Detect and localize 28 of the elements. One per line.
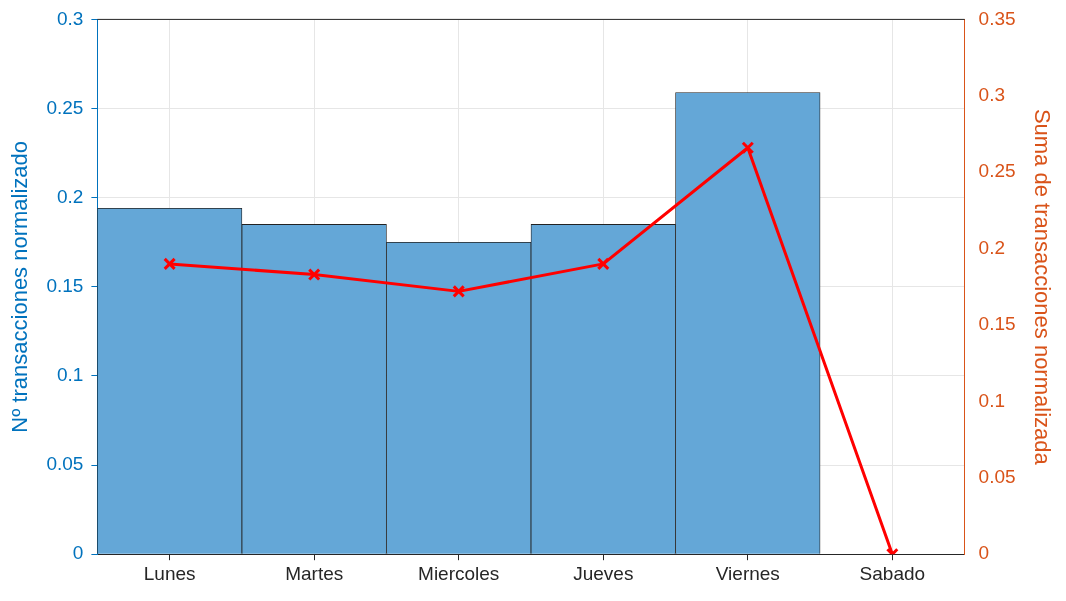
x-tick-label: Viernes (715, 562, 780, 584)
y2-tick-label: 0.25 (978, 160, 1016, 182)
x-tick-label: Jueves (573, 562, 634, 584)
y-tick-label: 0.05 (46, 453, 84, 475)
y-tick-label: 0.25 (46, 96, 84, 118)
y2-tick-label: 0.2 (978, 236, 1006, 258)
x-tick-label: Lunes (143, 562, 196, 584)
y-tick-label: 0 (72, 542, 84, 564)
y-tick-label: 0.3 (56, 7, 84, 29)
point (163, 257, 177, 271)
x-tick-label: Miercoles (418, 562, 500, 584)
point (452, 284, 466, 298)
y-tick-label: 0.2 (56, 185, 84, 207)
point (741, 141, 755, 155)
y-axis-title: Nº transacciones normalizado (7, 140, 33, 433)
y2-tick-label: 0 (978, 542, 990, 564)
y2-axis-title: Suma de transacciones normalizada (1029, 108, 1055, 466)
point (307, 268, 321, 282)
point (596, 257, 610, 271)
y2-tick-label: 0.05 (978, 466, 1016, 488)
y2-tick-label: 0.35 (978, 7, 1016, 29)
x-tick-label: Martes (285, 562, 344, 584)
y2-tick-label: 0.15 (978, 313, 1016, 335)
y-tick-label: 0.1 (56, 364, 84, 386)
y2-tick-label: 0.3 (978, 84, 1006, 106)
x-tick-label: Sabado (859, 562, 926, 584)
y-tick-label: 0.15 (46, 275, 84, 297)
y2-tick-label: 0.1 (978, 389, 1006, 411)
